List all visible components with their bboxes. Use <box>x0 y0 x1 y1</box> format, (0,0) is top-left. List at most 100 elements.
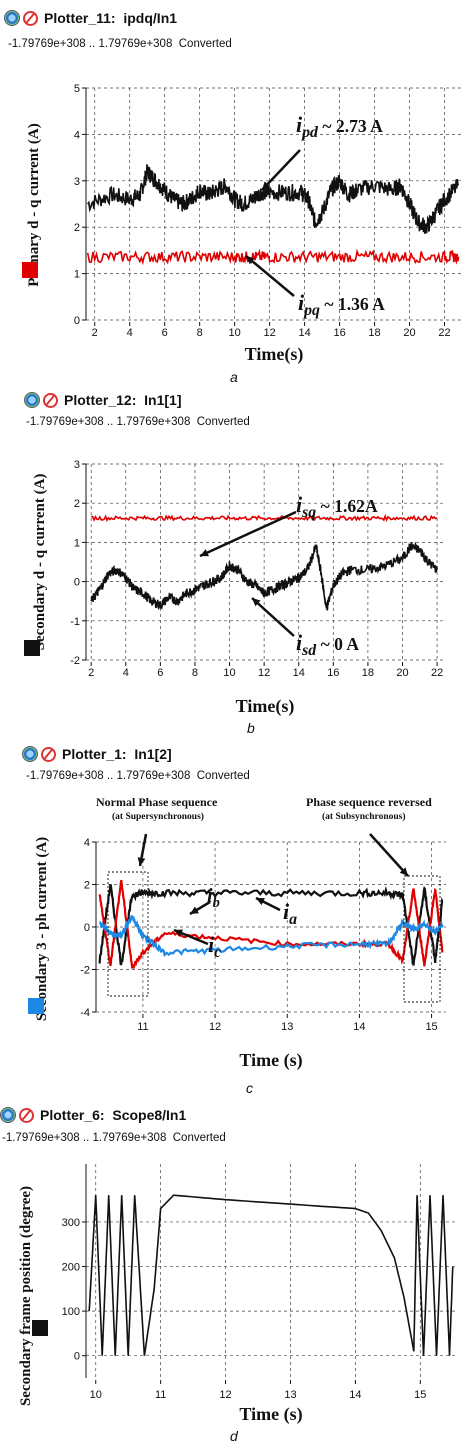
y-tick-label: 0 <box>74 577 80 589</box>
refresh-icon[interactable] <box>4 10 20 26</box>
no-signal-icon[interactable] <box>43 392 58 408</box>
annotation-ipq: ipq ~ 1.36 A <box>298 290 385 319</box>
annotation-ic: ic <box>208 932 221 961</box>
x-tick-label: 14 <box>293 667 305 679</box>
series-line-1 <box>90 541 438 611</box>
panel-c: Plotter_1: In1[2] -1.79769e+308 .. 1.797… <box>0 742 466 1102</box>
x-tick-label: 12 <box>258 667 270 679</box>
x-tick-label: 12 <box>209 1021 221 1033</box>
x-tick-label: 14 <box>349 1389 361 1401</box>
y-tick-label: 2 <box>74 498 80 510</box>
refresh-icon[interactable] <box>24 392 40 408</box>
annotation-ia: ia <box>283 899 297 928</box>
y-tick-label: 1 <box>74 537 80 549</box>
plotter-header: Plotter_11: ipdq/In1 <box>4 8 177 28</box>
series-line-0 <box>98 884 444 966</box>
y-tick-label: 1 <box>74 269 80 281</box>
plotter-title: Plotter_1: In1[2] <box>62 746 172 762</box>
plotter-header: Plotter_12: In1[1] <box>24 390 181 410</box>
series-line-0 <box>87 164 460 234</box>
chart-d: 0 100 200 300 10 11 12 13 14 15 Secondary frame po… <box>18 1164 456 1425</box>
range-text: -1.79769e+308 .. 1.79769e+308 Converted <box>26 770 250 782</box>
x-tick-label: 6 <box>162 327 168 339</box>
refresh-icon[interactable] <box>0 1107 16 1123</box>
plotter-header: Plotter_6: Scope8/In1 <box>0 1105 186 1125</box>
caption-c: c <box>246 1080 253 1096</box>
annotation-isq-arrow <box>199 510 297 558</box>
x-tick-label: 2 <box>88 667 94 679</box>
y-tick-label: -2 <box>80 965 90 977</box>
x-tick-label: 14 <box>353 1021 365 1033</box>
plotter-title: Plotter_11: ipdq/In1 <box>44 10 178 26</box>
annotation-isd-arrow <box>251 597 295 637</box>
x-tick-label: 18 <box>362 667 374 679</box>
annotation-isq-arrowhead <box>200 549 209 557</box>
x-tick-label: 16 <box>333 327 345 339</box>
x-tick-label: 16 <box>327 667 339 679</box>
y-axis-label: Secondary 3 - ph current (A) <box>34 837 50 1021</box>
y-tick-label: 3 <box>74 459 80 471</box>
no-signal-icon[interactable] <box>23 10 38 26</box>
x-tick-label: 2 <box>92 327 98 339</box>
annotation-ipq-arrow <box>245 255 295 297</box>
y-tick-label: 100 <box>62 1306 80 1318</box>
annotation-ic-arrowhead <box>174 929 183 937</box>
annotation-normal-seq-arrowhead <box>137 857 146 866</box>
x-axis-label: Time(s) <box>245 344 304 365</box>
x-tick-label: 11 <box>137 1021 148 1033</box>
x-tick-label: 18 <box>368 327 380 339</box>
y-axis-label: Primary d - q current (A) <box>26 123 42 286</box>
annotation-ipd: ipd ~ 2.73 A <box>296 112 383 141</box>
y-axis-label: Secondary frame position (degree) <box>18 1186 34 1406</box>
y-tick-label: 3 <box>74 176 80 188</box>
series-line-2 <box>99 915 444 958</box>
series-line-1 <box>98 879 444 970</box>
x-tick-label: 6 <box>157 667 163 679</box>
series-line-0 <box>88 1194 454 1356</box>
legend-swatch <box>28 998 44 1014</box>
x-tick-label: 20 <box>403 327 415 339</box>
y-tick-label: 0 <box>74 315 80 327</box>
y-tick-label: 5 <box>74 83 80 95</box>
panel-b: Plotter_12: In1[1] -1.79769e+308 .. 1.79… <box>0 390 466 740</box>
no-signal-icon[interactable] <box>41 746 56 762</box>
x-tick-label: 10 <box>223 667 235 679</box>
caption-a: a <box>230 369 238 385</box>
annotation-reversed-seq-arrow <box>369 833 409 877</box>
chart-c: -4 -2 0 2 4 11 12 13 14 15 Secondary 3 - ph curren… <box>28 795 446 1071</box>
y-tick-label: 0 <box>84 922 90 934</box>
annotation-reversed-seq-sub: (at Subsynchronous) <box>322 811 406 822</box>
annotation-normal-seq-sub: (at Supersynchronous) <box>112 811 204 822</box>
y-tick-label: 4 <box>84 837 90 849</box>
y-tick-label: -1 <box>70 616 80 628</box>
x-tick-label: 10 <box>229 327 241 339</box>
x-tick-label: 15 <box>414 1389 426 1401</box>
legend-swatch <box>22 262 38 278</box>
annotation-ib: ib <box>207 885 220 911</box>
x-axis-label: Time (s) <box>239 1404 302 1425</box>
x-tick-label: 4 <box>123 667 129 679</box>
annotation-ipd-arrow <box>261 149 301 191</box>
annotation-isd: isd ~ 0 A <box>296 630 359 659</box>
x-tick-label: 15 <box>425 1021 437 1033</box>
caption-b: b <box>247 720 255 736</box>
x-tick-label: 8 <box>197 327 203 339</box>
x-tick-label: 14 <box>298 327 310 339</box>
y-tick-label: 200 <box>62 1262 80 1274</box>
y-tick-label: 0 <box>74 1351 80 1363</box>
x-tick-label: 4 <box>127 327 133 339</box>
refresh-icon[interactable] <box>22 746 38 762</box>
x-tick-label: 12 <box>219 1389 231 1401</box>
plotter-header: Plotter_1: In1[2] <box>22 744 172 764</box>
plotter-title: Plotter_6: Scope8/In1 <box>40 1107 187 1123</box>
y-tick-label: 4 <box>74 129 80 141</box>
x-tick-label: 13 <box>284 1389 296 1401</box>
x-tick-label: 13 <box>281 1021 293 1033</box>
annotation-reversed-seq: Phase sequence reversed <box>306 795 432 809</box>
series-line-0 <box>90 513 438 522</box>
y-tick-label: 300 <box>62 1217 80 1229</box>
no-signal-icon[interactable] <box>19 1107 34 1123</box>
x-tick-label: 20 <box>396 667 408 679</box>
